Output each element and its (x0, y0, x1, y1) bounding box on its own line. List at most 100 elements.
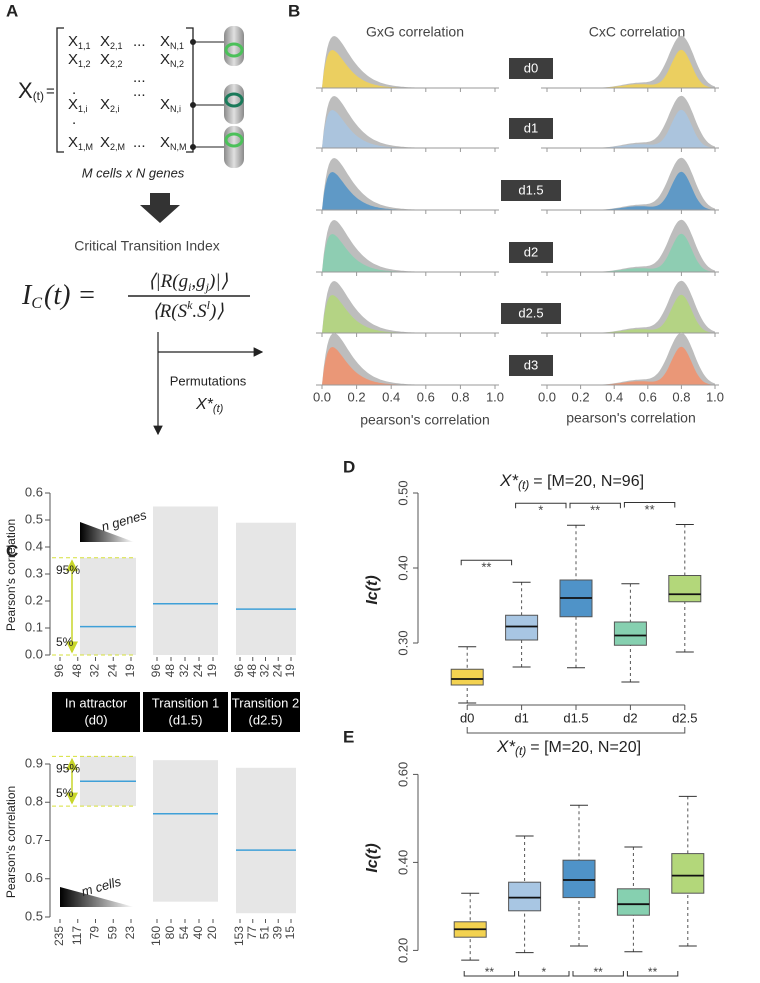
density (547, 346, 715, 385)
matrix-dots: ... (133, 33, 146, 50)
subscript: 1,i (78, 104, 88, 114)
density (322, 110, 495, 148)
panel-label: E (343, 727, 354, 746)
column-title: CxC correlation (589, 24, 685, 40)
symbol: X (160, 51, 170, 68)
subscript: 2,2 (110, 59, 123, 69)
day-badge (509, 58, 553, 79)
x-tick-label: 0.4 (382, 389, 400, 404)
matrix-dots: ... (133, 83, 146, 100)
sig-bracket (518, 971, 570, 977)
size-legend: n genes (100, 507, 149, 534)
percentile-label: 95% (56, 563, 80, 577)
day-badge (509, 118, 553, 139)
box (613, 621, 647, 646)
density (547, 233, 715, 272)
y-tick-label: 0.6 (25, 870, 43, 885)
matrix-entry: X2,1 (100, 33, 123, 51)
sig-label: ** (590, 503, 600, 518)
x-tick-label: 32 (177, 664, 191, 678)
text: ⟨|R(g (148, 271, 188, 292)
x-tick-label: 0.4 (605, 389, 623, 404)
day-badge (501, 303, 561, 324)
symbol: X (68, 96, 78, 113)
density (547, 294, 715, 333)
superscript: l (207, 298, 211, 312)
header-title: Transition 1 (152, 695, 219, 710)
symbol: X* (496, 737, 516, 756)
matrix-entry: X2,2 (100, 51, 123, 69)
percentile-band (80, 557, 136, 655)
sig-bracket (626, 971, 679, 977)
cell-links (190, 39, 224, 150)
group-header (143, 692, 228, 732)
matrix-dots: ... (133, 69, 146, 86)
sig-label: * (541, 965, 546, 979)
sig-bracket (463, 971, 516, 977)
x-tick-label: 96 (52, 664, 66, 678)
panel-label: D (343, 457, 355, 476)
subscript: (t) (33, 89, 44, 103)
y-tick-label: 0.1 (25, 619, 43, 634)
density (322, 50, 495, 88)
y-tick-label: 0.50 (395, 480, 410, 505)
x-tick-label: 117 (70, 926, 84, 945)
permutation-symbol: X*(t) (195, 396, 224, 415)
x-tick-label: 0.2 (348, 389, 366, 404)
subscript: (t) (515, 744, 526, 758)
y-tick-label: 0.0 (25, 646, 43, 661)
density-envelope (322, 158, 495, 210)
x-tick-label: 39 (270, 926, 284, 940)
symbol: X (100, 134, 110, 151)
x-tick-label: 19 (205, 664, 219, 678)
x-axis-label: pearson's correlation (360, 412, 490, 428)
formula-lhs: IC(t) = (21, 280, 96, 311)
day-badge (509, 355, 553, 376)
panel-label: B (288, 1, 300, 20)
x-tick-label: 0.6 (417, 389, 435, 404)
matrix: X1,1 X2,1... XN,1X1,2 X2,2 XN,2.... ...X1,i X2… (68, 33, 187, 152)
cells (224, 26, 244, 168)
day-badge (501, 180, 561, 201)
x-tick-label: 19 (283, 664, 297, 678)
y-tick-label: 0.40 (395, 850, 410, 875)
subscript: i (188, 280, 191, 294)
density-envelope (322, 220, 495, 272)
box (671, 853, 705, 894)
x-tick-label: 0.0 (313, 389, 331, 404)
subscript: N,1 (170, 41, 184, 51)
x-tick-label: 59 (105, 926, 119, 940)
dot (190, 39, 196, 45)
formula-denominator: ⟨R(Sk.Sl)⟩ (152, 298, 224, 323)
text: = [M=20, N=20] (530, 739, 641, 756)
x-tick-label: 15 (283, 926, 297, 940)
dot (190, 144, 196, 150)
matrix-entry: X1,i (68, 96, 88, 114)
text: ,g (191, 271, 205, 292)
symbol: X (68, 51, 78, 68)
subscript: 1,1 (78, 41, 91, 51)
x-tick-label: 80 (163, 926, 177, 940)
symbol: X* (499, 471, 519, 490)
group-header (52, 692, 140, 732)
x-tick-label: 54 (177, 926, 191, 940)
x-tick-label: 79 (88, 926, 102, 940)
equals: = (46, 83, 55, 100)
text: ⟨R(S (152, 301, 187, 322)
cell (224, 42, 244, 58)
subscript: C (31, 295, 42, 312)
density (322, 295, 495, 333)
sig-label: ** (481, 560, 491, 575)
density (322, 234, 495, 272)
header-sub: (d1.5) (169, 712, 203, 727)
day-label: d2 (524, 244, 538, 259)
percentile-label: 5% (56, 786, 74, 800)
x-tick-label: 1.0 (486, 389, 504, 404)
sig-label: * (538, 503, 543, 518)
y-tick-label: 0.5 (25, 908, 43, 923)
percentile-band (236, 522, 296, 655)
y-tick-label: 0.3 (25, 565, 43, 580)
x-tick-label: 48 (245, 664, 259, 678)
subscript: 2,1 (110, 41, 123, 51)
header-sub: (d0) (84, 712, 107, 727)
